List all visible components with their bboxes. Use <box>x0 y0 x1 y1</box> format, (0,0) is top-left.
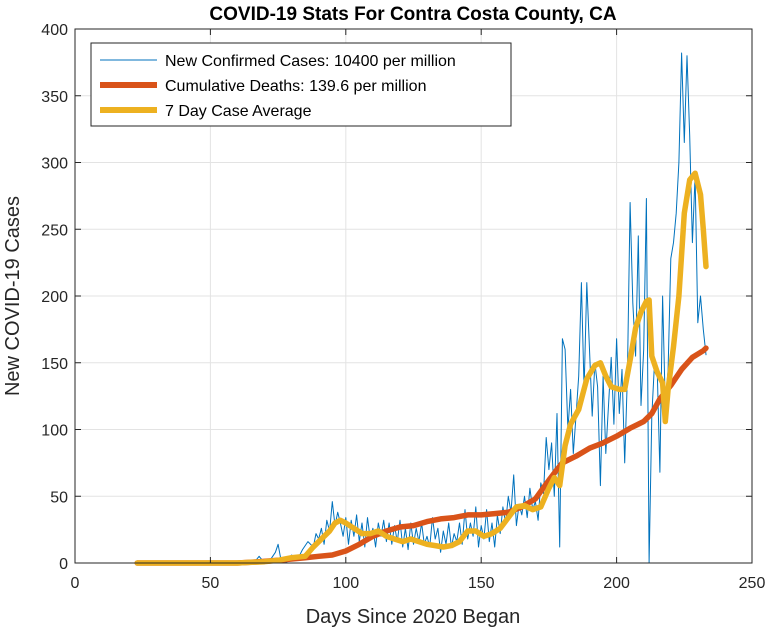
y-tick-label: 50 <box>50 489 68 506</box>
y-tick-label: 100 <box>41 423 68 440</box>
x-tick-label: 50 <box>202 575 220 592</box>
seven-day-average-line <box>134 170 709 566</box>
y-tick-label: 250 <box>41 222 68 239</box>
y-tick-label: 200 <box>41 289 68 306</box>
y-axis-title: New COVID-19 Cases <box>2 196 24 396</box>
legend-box <box>90 42 512 127</box>
legend-label-new-cases: New Confirmed Cases: 10400 per million <box>165 53 456 70</box>
tick-marks <box>74 28 753 564</box>
y-tick-label: 400 <box>41 22 68 39</box>
x-axis-title: Days Since 2020 Began <box>306 606 521 628</box>
legend-label-deaths: Cumulative Deaths: 139.6 per million <box>165 78 426 95</box>
y-tick-label: 0 <box>59 556 68 573</box>
y-tick-label: 300 <box>41 156 68 173</box>
x-tick-labels: 0 50 100 150 200 250 <box>71 575 766 592</box>
y-tick-labels: 0 50 100 150 200 250 300 350 400 <box>41 22 68 573</box>
x-tick-label: 200 <box>603 575 630 592</box>
x-tick-label: 0 <box>71 575 80 592</box>
series-layer <box>134 52 709 566</box>
x-tick-label: 100 <box>332 575 359 592</box>
x-tick-label: 250 <box>739 575 766 592</box>
x-tick-label: 150 <box>468 575 495 592</box>
legend: New Confirmed Cases: 10400 per million C… <box>90 42 512 127</box>
y-tick-label: 350 <box>41 89 68 106</box>
y-tick-label: 150 <box>41 356 68 373</box>
legend-label-7day-avg: 7 Day Case Average <box>165 103 312 120</box>
cumulative-deaths-line <box>134 345 709 566</box>
chart-title: COVID-19 Stats For Contra Costa County, … <box>209 4 616 25</box>
